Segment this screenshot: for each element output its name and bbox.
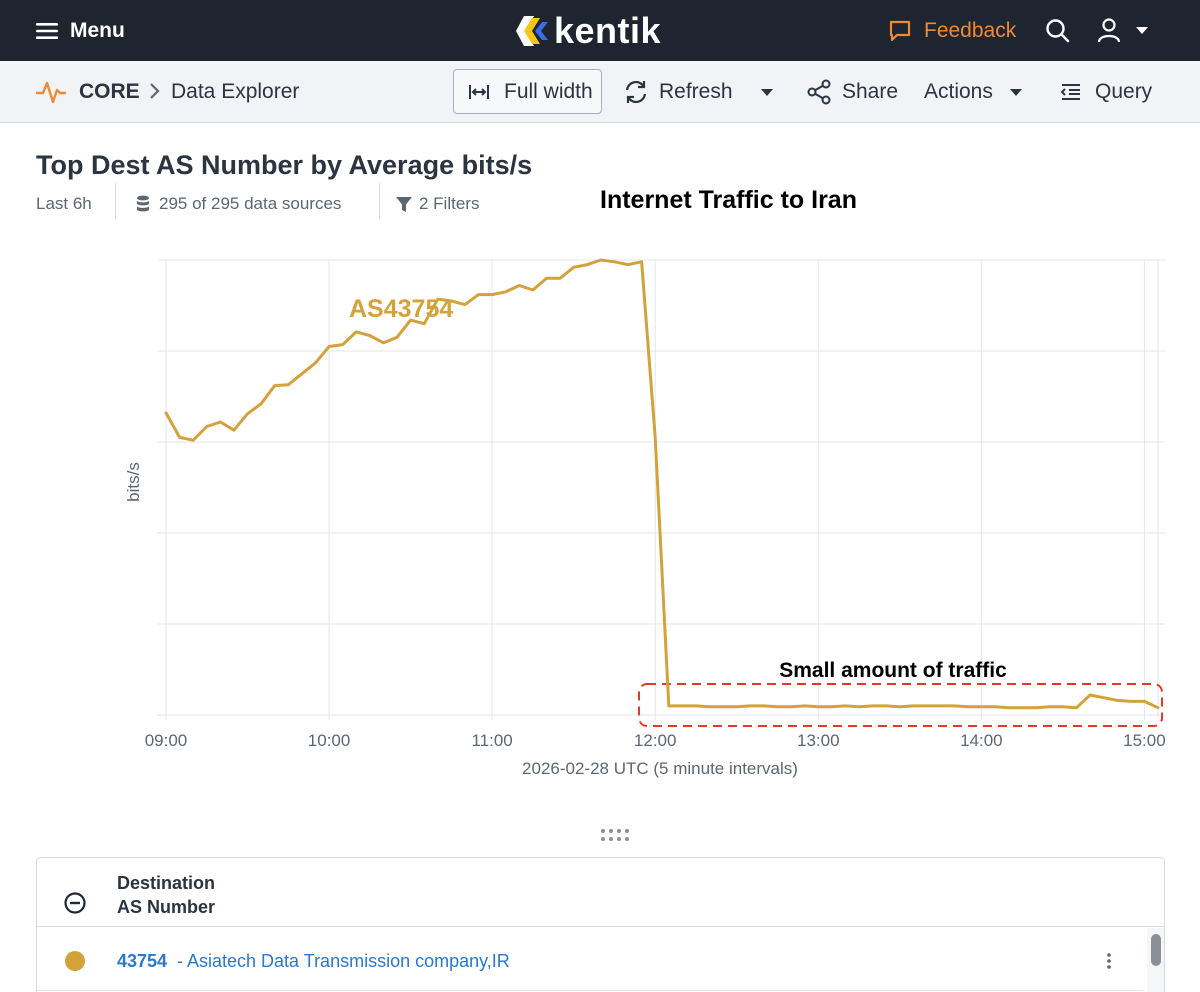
time-range[interactable]: Last 6h — [36, 194, 92, 214]
x-axis: 09:00 10:00 11:00 12:00 13:00 14:00 15:00 — [145, 731, 1166, 750]
feedback-label: Feedback — [924, 19, 1017, 42]
feedback-bubble-icon — [889, 20, 911, 42]
divider — [115, 183, 116, 219]
column-header-destination-as[interactable]: Destination AS Number — [117, 871, 215, 919]
feedback-button[interactable]: Feedback — [888, 17, 1016, 45]
series-color-dot — [65, 951, 85, 971]
page-title: Top Dest AS Number by Average bits/s — [36, 150, 533, 180]
x-axis-label: 2026-02-28 UTC (5 minute intervals) — [522, 759, 798, 778]
refresh-label: Refresh — [659, 79, 733, 103]
collapse-all-icon[interactable] — [64, 892, 86, 914]
full-width-button[interactable]: Full width — [453, 69, 602, 114]
user-menu-button[interactable] — [1097, 16, 1149, 44]
menu-button[interactable]: Menu — [36, 18, 125, 44]
breadcrumb-page: Data Explorer — [171, 80, 300, 103]
row-asn-link[interactable]: 43754 — [117, 951, 168, 971]
data-sources[interactable]: 295 of 295 data sources — [136, 194, 341, 214]
expand-horizontal-icon — [469, 84, 489, 99]
x-tick-label: 10:00 — [308, 731, 351, 750]
kentik-logo[interactable]: kentik — [516, 10, 662, 51]
x-tick-label: 11:00 — [471, 731, 512, 750]
pulse-icon — [36, 81, 66, 104]
share-label: Share — [842, 79, 899, 103]
data-sources-label: 295 of 295 data sources — [159, 194, 342, 213]
logo-text: kentik — [554, 10, 662, 51]
x-tick-label: 14:00 — [960, 731, 1003, 750]
caret-down-icon — [761, 88, 773, 96]
share-icon — [807, 79, 831, 104]
more-options-icon[interactable] — [1106, 951, 1112, 971]
series-line-as43754[interactable] — [164, 258, 1160, 710]
x-tick-label: 13:00 — [797, 731, 840, 750]
x-tick-label: 15:00 — [1123, 731, 1166, 750]
x-tick-label: 09:00 — [145, 731, 188, 750]
caret-down-icon — [1009, 88, 1022, 96]
database-icon — [137, 195, 149, 212]
table-header: Destination AS Number — [37, 858, 1164, 927]
query-panel-icon — [1060, 83, 1080, 100]
series-annotation-label: AS43754 — [349, 295, 453, 323]
search-icon — [1046, 19, 1070, 43]
query-label: Query — [1095, 79, 1153, 103]
column-header-line: Destination — [117, 873, 216, 893]
results-table: Destination AS Number 43754 - Asiatech D… — [36, 857, 1165, 992]
x-tick-label: 12:00 — [634, 731, 677, 750]
search-button[interactable] — [1045, 18, 1071, 44]
filters-label: 2 Filters — [419, 194, 480, 213]
resize-handle-dots-icon[interactable] — [600, 828, 630, 842]
scrollbar-thumb[interactable] — [1151, 934, 1161, 966]
refresh-icon — [625, 80, 647, 103]
user-icon — [1097, 18, 1121, 43]
row-as-name[interactable]: - Asiatech Data Transmission company,IR — [177, 951, 510, 971]
filter-icon — [396, 196, 412, 212]
hamburger-icon — [36, 23, 58, 39]
refresh-options-dropdown[interactable] — [760, 69, 774, 114]
chevron-down-icon — [1136, 27, 1148, 34]
time-range-label: Last 6h — [36, 194, 92, 213]
y-axis-label: bits/s — [124, 462, 143, 502]
breadcrumb-section[interactable]: CORE — [79, 80, 140, 103]
table-scrollbar[interactable] — [1147, 928, 1164, 992]
page-toolbar: CORE Data Explorer Full width Refresh — [0, 61, 1200, 123]
filters[interactable]: 2 Filters — [396, 194, 479, 214]
top-navigation-bar: Menu kentik Feedback — [0, 0, 1200, 61]
chart-grid — [157, 259, 1165, 720]
menu-label: Menu — [70, 19, 125, 42]
highlight-box-label: Small amount of traffic — [779, 659, 1007, 682]
series-layer — [164, 258, 1160, 710]
column-header-line: AS Number — [117, 897, 216, 917]
annotation-headline: Internet Traffic to Iran — [600, 186, 857, 214]
highlight-box — [638, 683, 1163, 727]
chevron-right-icon — [150, 83, 160, 99]
query-button[interactable]: Query — [1060, 69, 1152, 114]
divider — [379, 183, 380, 219]
table-row[interactable]: 43754 - Asiatech Data Transmission compa… — [37, 931, 1143, 991]
actions-dropdown[interactable]: Actions — [924, 69, 1023, 114]
actions-label: Actions — [924, 79, 993, 103]
refresh-button[interactable]: Refresh — [623, 69, 733, 114]
full-width-label: Full width — [504, 79, 593, 103]
line-chart[interactable]: 09:00 10:00 11:00 12:00 13:00 14:00 15:00 bits… — [0, 240, 1200, 800]
share-button[interactable]: Share — [807, 69, 898, 114]
kentik-logo-mark-icon — [516, 16, 548, 46]
